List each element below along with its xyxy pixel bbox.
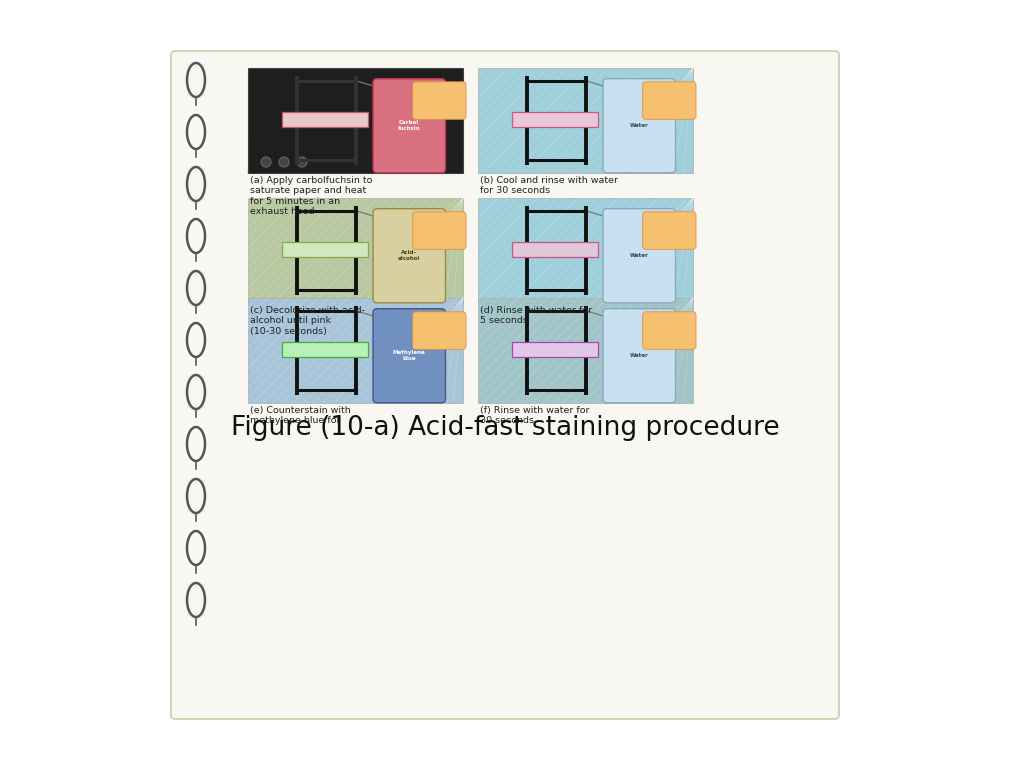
- Bar: [283, 242, 369, 257]
- Circle shape: [261, 157, 271, 167]
- Text: (a) Apply carbolfuchsin to
saturate paper and heat
for 5 minutes in an
exhaust h: (a) Apply carbolfuchsin to saturate pape…: [250, 176, 373, 217]
- Circle shape: [279, 157, 289, 167]
- Bar: [478, 298, 693, 403]
- FancyBboxPatch shape: [413, 212, 466, 250]
- FancyBboxPatch shape: [603, 209, 676, 303]
- Circle shape: [297, 157, 307, 167]
- FancyBboxPatch shape: [603, 78, 676, 173]
- Bar: [478, 198, 693, 303]
- Text: Water: Water: [630, 123, 648, 128]
- FancyBboxPatch shape: [413, 312, 466, 349]
- FancyBboxPatch shape: [373, 309, 445, 402]
- FancyBboxPatch shape: [643, 82, 696, 119]
- Text: (e) Counterstain with
methylene blue for: (e) Counterstain with methylene blue for: [250, 406, 351, 425]
- Bar: [512, 342, 598, 357]
- FancyBboxPatch shape: [171, 51, 839, 719]
- Text: (d) Rinse with water for
5 seconds: (d) Rinse with water for 5 seconds: [480, 306, 592, 326]
- Text: Figure (10-a) Acid-fast staining procedure: Figure (10-a) Acid-fast staining procedu…: [230, 415, 779, 441]
- Bar: [248, 298, 463, 403]
- Text: (f) Rinse with water for
30 seconds: (f) Rinse with water for 30 seconds: [480, 406, 590, 425]
- Text: Acid-
alcohol: Acid- alcohol: [398, 250, 421, 261]
- Text: (c) Decolorize with acid-
alcohol until pink
(10-30 seconds): (c) Decolorize with acid- alcohol until …: [250, 306, 365, 336]
- Text: Water: Water: [630, 253, 648, 258]
- FancyBboxPatch shape: [603, 309, 676, 402]
- FancyBboxPatch shape: [373, 209, 445, 303]
- Bar: [283, 112, 369, 127]
- Text: Carbol
fuchsin: Carbol fuchsin: [398, 121, 421, 131]
- Text: Methylene
blue: Methylene blue: [393, 350, 426, 361]
- FancyBboxPatch shape: [643, 312, 696, 349]
- Bar: [283, 342, 369, 357]
- FancyBboxPatch shape: [373, 78, 445, 173]
- Bar: [478, 68, 693, 173]
- Bar: [512, 242, 598, 257]
- FancyBboxPatch shape: [643, 212, 696, 250]
- Bar: [512, 112, 598, 127]
- Bar: [248, 68, 463, 173]
- Bar: [248, 198, 463, 303]
- FancyBboxPatch shape: [413, 82, 466, 119]
- Text: (b) Cool and rinse with water
for 30 seconds: (b) Cool and rinse with water for 30 sec…: [480, 176, 618, 195]
- Text: Water: Water: [630, 353, 648, 358]
